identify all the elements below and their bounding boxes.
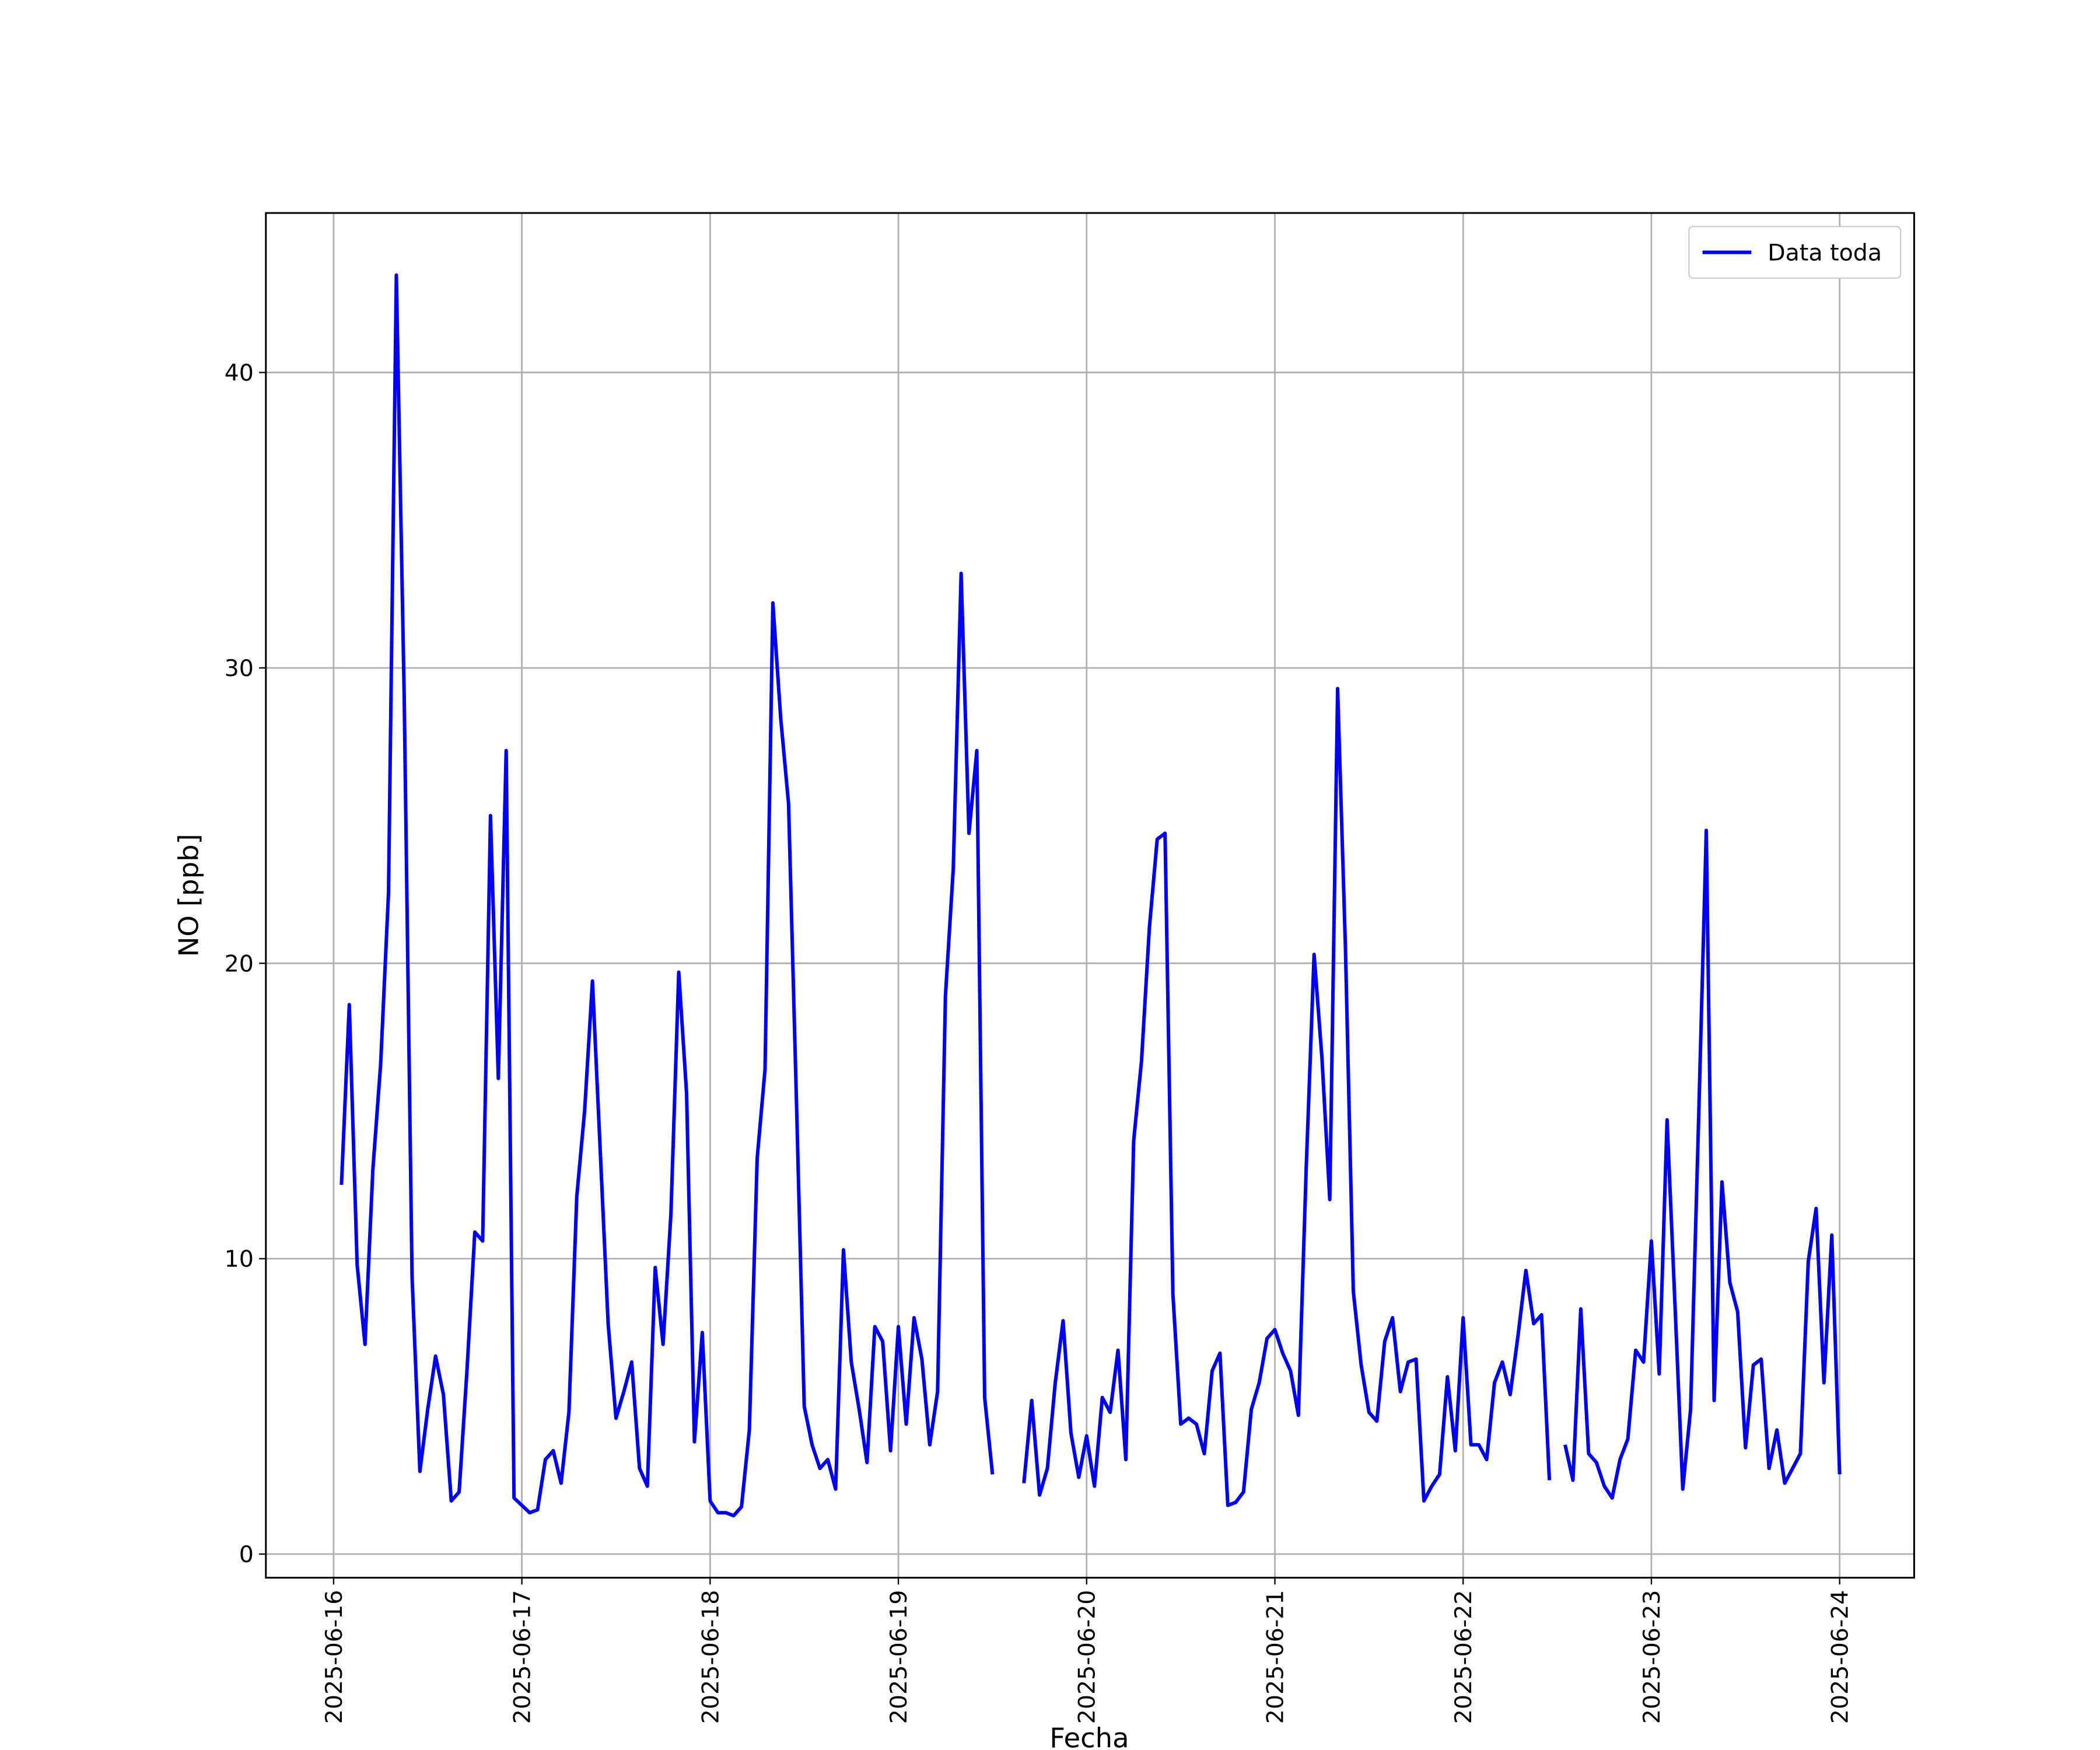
y-axis-label: NO [ppb] <box>173 834 205 957</box>
legend: Data toda <box>1688 226 1902 279</box>
x-tick-label: 2025-06-17 <box>509 1590 536 1724</box>
plot-frame <box>265 212 1915 1579</box>
x-tick-label: 2025-06-21 <box>1262 1590 1289 1724</box>
y-tick-label: 0 <box>239 1541 254 1568</box>
x-tick-label: 2025-06-23 <box>1639 1590 1665 1724</box>
legend-label: Data toda <box>1768 240 1882 267</box>
x-tick-label: 2025-06-18 <box>697 1590 724 1724</box>
data-line <box>340 273 1842 1518</box>
x-tick-label: 2025-06-24 <box>1827 1590 1854 1724</box>
x-tick-label: 2025-06-16 <box>321 1590 348 1724</box>
y-tick-label: 30 <box>225 655 254 682</box>
x-tick-label: 2025-06-20 <box>1074 1590 1101 1724</box>
x-axis-label: Fecha <box>1049 1722 1129 1750</box>
y-tick-label: 20 <box>225 950 254 977</box>
y-tick-label: 40 <box>225 360 254 387</box>
legend-box <box>1688 226 1902 279</box>
y-tick-label: 10 <box>225 1246 254 1273</box>
x-tick-label: 2025-06-22 <box>1450 1590 1477 1724</box>
x-tick-label: 2025-06-19 <box>886 1590 912 1724</box>
